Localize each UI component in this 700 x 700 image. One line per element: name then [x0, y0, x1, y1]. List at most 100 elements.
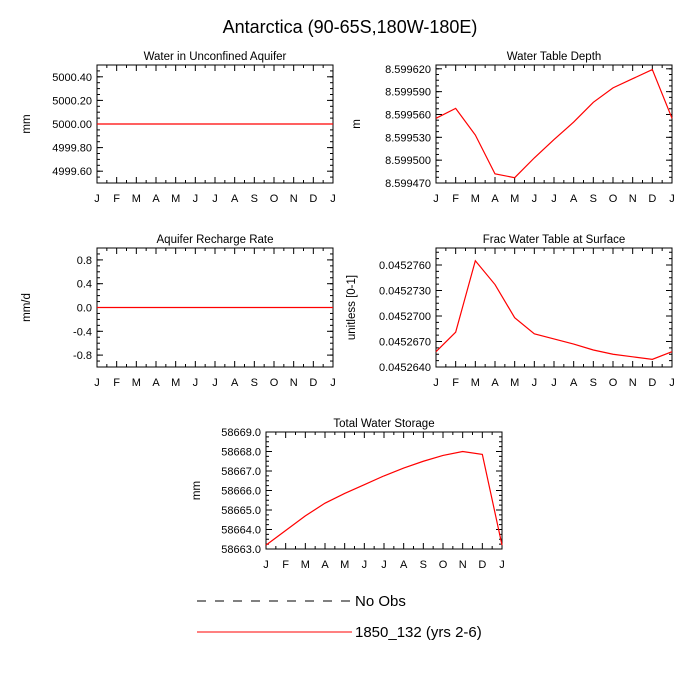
x-tick-label: A: [231, 377, 239, 389]
x-tick-label: O: [439, 559, 448, 571]
y-tick-label: 8.599560: [385, 109, 431, 121]
y-tick-label: 8.599620: [385, 64, 431, 76]
x-tick-label: N: [459, 559, 467, 571]
y-axis-label: mm/d: [21, 293, 33, 322]
x-tick-label: F: [113, 377, 120, 389]
x-tick-label: M: [171, 193, 180, 205]
x-tick-label: M: [132, 193, 141, 205]
y-tick-label: 0.4: [77, 279, 92, 291]
y-tick-label: 8.599500: [385, 155, 431, 167]
y-tick-label: 8.599470: [385, 178, 431, 190]
panel-title: Water Table Depth: [507, 51, 602, 63]
x-tick-label: D: [478, 559, 486, 571]
panel-4: Frac Water Table at Surface unitless [0-1…: [346, 234, 675, 389]
plot-frame: [435, 247, 673, 368]
x-tick-label: A: [570, 377, 578, 389]
plot-frame: [265, 431, 503, 550]
x-tick-label: J: [669, 193, 675, 205]
x-tick-label: J: [532, 193, 538, 205]
y-tick-label: -0.8: [73, 350, 92, 362]
y-tick-label: 0.0: [77, 303, 92, 315]
y-tick-label: 8.599530: [385, 132, 431, 144]
y-tick-label: 8.599590: [385, 87, 431, 99]
x-tick-label: A: [321, 559, 329, 571]
figure-title: Antarctica (90-65S,180W-180E): [223, 17, 478, 37]
x-tick-label: M: [471, 193, 480, 205]
x-tick-label: J: [263, 559, 269, 571]
x-tick-label: J: [381, 559, 387, 571]
y-tick-label: 58668.0: [221, 447, 261, 459]
y-axis-label: mm: [21, 114, 33, 133]
x-tick-label: M: [301, 559, 310, 571]
x-tick-label: J: [499, 559, 505, 571]
y-tick-label: 0.0452670: [379, 337, 431, 349]
x-tick-label: A: [400, 559, 408, 571]
x-tick-label: J: [193, 377, 199, 389]
x-tick-label: A: [231, 193, 239, 205]
x-tick-label: N: [290, 377, 298, 389]
y-tick-label: 58667.0: [221, 466, 261, 478]
x-tick-label: D: [648, 193, 656, 205]
legend: No Obs 1850_132 (yrs 2-6): [197, 593, 482, 641]
x-tick-label: O: [270, 377, 279, 389]
x-tick-label: M: [132, 377, 141, 389]
plot-frame: [435, 64, 673, 184]
y-tick-label: 5000.00: [52, 119, 92, 131]
x-tick-label: O: [270, 193, 279, 205]
x-tick-label: J: [551, 377, 557, 389]
x-tick-label: D: [309, 377, 317, 389]
x-tick-label: J: [330, 193, 336, 205]
x-tick-label: O: [609, 193, 618, 205]
x-tick-label: J: [212, 193, 218, 205]
y-tick-label: 0.8: [77, 255, 92, 267]
panel-title: Aquifer Recharge Rate: [157, 234, 274, 246]
y-axis-label: mm: [191, 481, 203, 500]
x-tick-label: A: [152, 193, 160, 205]
y-tick-label: 0.0452760: [379, 260, 431, 272]
x-tick-label: J: [330, 377, 336, 389]
x-tick-label: S: [251, 377, 258, 389]
x-tick-label: O: [609, 377, 618, 389]
x-tick-label: F: [282, 559, 289, 571]
x-tick-label: J: [433, 377, 439, 389]
y-tick-label: 58666.0: [221, 486, 261, 498]
x-tick-label: F: [113, 193, 120, 205]
y-axis-label: unitless [0-1]: [346, 275, 358, 340]
x-tick-label: M: [340, 559, 349, 571]
legend-label-no-obs: No Obs: [355, 593, 406, 610]
series-line: [435, 68, 673, 179]
y-tick-label: 4999.80: [52, 143, 92, 155]
x-tick-label: F: [452, 377, 459, 389]
x-tick-label: J: [362, 559, 368, 571]
panel-title: Water in Unconfined Aquifer: [144, 51, 287, 63]
x-tick-label: S: [420, 559, 427, 571]
x-tick-label: N: [629, 193, 637, 205]
y-tick-label: 4999.60: [52, 166, 92, 178]
x-tick-label: J: [212, 377, 218, 389]
x-tick-label: D: [309, 193, 317, 205]
y-tick-label: 58664.0: [221, 525, 261, 537]
x-tick-label: D: [648, 377, 656, 389]
x-tick-label: M: [510, 377, 519, 389]
y-tick-label: 58665.0: [221, 505, 261, 517]
x-tick-label: S: [251, 193, 258, 205]
x-tick-label: N: [629, 377, 637, 389]
x-tick-label: S: [590, 193, 597, 205]
x-tick-label: A: [491, 377, 499, 389]
y-tick-label: 58663.0: [221, 544, 261, 556]
x-tick-label: J: [94, 377, 100, 389]
x-tick-label: A: [570, 193, 578, 205]
x-tick-label: A: [152, 377, 160, 389]
panel-title: Total Water Storage: [333, 418, 434, 430]
x-tick-label: M: [471, 377, 480, 389]
y-tick-label: 5000.40: [52, 72, 92, 84]
x-tick-label: A: [491, 193, 499, 205]
x-tick-label: J: [433, 193, 439, 205]
x-tick-label: J: [532, 377, 538, 389]
